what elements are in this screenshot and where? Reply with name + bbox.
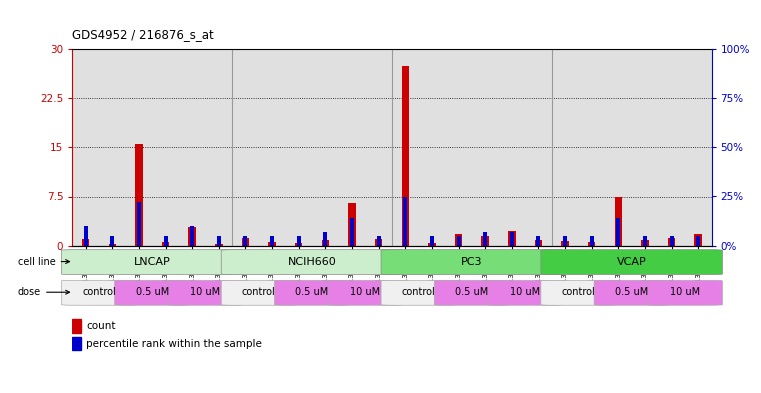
Bar: [135, 144, 142, 246]
Text: VCAP: VCAP: [616, 257, 647, 266]
Text: control: control: [242, 287, 275, 297]
Text: cell line: cell line: [18, 257, 69, 266]
Bar: [190, 226, 194, 246]
FancyBboxPatch shape: [541, 280, 616, 305]
Text: control: control: [562, 287, 595, 297]
Bar: [670, 236, 673, 246]
Bar: [350, 218, 354, 246]
Bar: [297, 236, 301, 246]
Text: NCIH660: NCIH660: [288, 257, 336, 266]
Bar: [535, 241, 542, 246]
FancyBboxPatch shape: [221, 250, 403, 275]
Bar: [428, 243, 435, 246]
Text: control: control: [402, 287, 435, 297]
Text: GDS4952 / 216876_s_at: GDS4952 / 216876_s_at: [72, 28, 214, 41]
Bar: [377, 236, 380, 246]
FancyBboxPatch shape: [221, 280, 296, 305]
Bar: [483, 232, 487, 246]
Bar: [349, 203, 355, 246]
FancyBboxPatch shape: [115, 280, 189, 305]
Bar: [616, 218, 620, 246]
Bar: [562, 241, 568, 246]
FancyBboxPatch shape: [275, 280, 349, 305]
Bar: [215, 244, 222, 246]
Text: 10 uM: 10 uM: [190, 287, 221, 297]
FancyBboxPatch shape: [328, 280, 403, 305]
Bar: [375, 239, 382, 246]
Bar: [72, 337, 81, 351]
Bar: [696, 236, 700, 246]
Bar: [510, 232, 514, 246]
Text: control: control: [82, 287, 116, 297]
Bar: [269, 242, 275, 246]
Bar: [164, 236, 167, 246]
Bar: [402, 66, 409, 246]
Bar: [588, 242, 595, 246]
Text: 0.5 uM: 0.5 uM: [295, 287, 329, 297]
Text: 0.5 uM: 0.5 uM: [455, 287, 489, 297]
Bar: [295, 243, 302, 246]
Text: 10 uM: 10 uM: [350, 287, 380, 297]
FancyBboxPatch shape: [62, 250, 243, 275]
Bar: [403, 196, 407, 246]
Bar: [643, 236, 647, 246]
FancyBboxPatch shape: [435, 280, 509, 305]
FancyBboxPatch shape: [648, 280, 722, 305]
FancyBboxPatch shape: [168, 280, 243, 305]
Text: dose: dose: [18, 287, 69, 297]
Text: 10 uM: 10 uM: [670, 287, 700, 297]
Bar: [109, 244, 116, 246]
Bar: [84, 226, 88, 246]
Bar: [137, 202, 141, 246]
Text: PC3: PC3: [461, 257, 482, 266]
Text: 0.5 uM: 0.5 uM: [615, 287, 648, 297]
Bar: [242, 239, 249, 246]
Text: percentile rank within the sample: percentile rank within the sample: [86, 339, 262, 349]
Bar: [457, 236, 460, 246]
Text: 10 uM: 10 uM: [510, 287, 540, 297]
Bar: [642, 241, 648, 246]
Bar: [323, 232, 327, 246]
Bar: [455, 235, 462, 246]
Bar: [430, 236, 434, 246]
FancyBboxPatch shape: [381, 250, 562, 275]
Bar: [162, 242, 169, 246]
Bar: [110, 236, 114, 246]
Bar: [668, 239, 675, 246]
FancyBboxPatch shape: [381, 280, 456, 305]
Text: count: count: [86, 321, 116, 331]
Bar: [189, 227, 196, 246]
Bar: [563, 236, 567, 246]
FancyBboxPatch shape: [541, 250, 722, 275]
Bar: [270, 236, 274, 246]
FancyBboxPatch shape: [488, 280, 562, 305]
Bar: [590, 236, 594, 246]
FancyBboxPatch shape: [62, 280, 136, 305]
Text: 0.5 uM: 0.5 uM: [135, 287, 169, 297]
Bar: [482, 236, 489, 246]
FancyBboxPatch shape: [594, 280, 669, 305]
Bar: [82, 239, 89, 246]
Bar: [244, 236, 247, 246]
Text: LNCAP: LNCAP: [134, 257, 170, 266]
Bar: [537, 236, 540, 246]
Bar: [217, 236, 221, 246]
Bar: [615, 196, 622, 246]
Bar: [72, 319, 81, 332]
Bar: [508, 231, 515, 246]
Bar: [695, 235, 702, 246]
Bar: [322, 241, 329, 246]
